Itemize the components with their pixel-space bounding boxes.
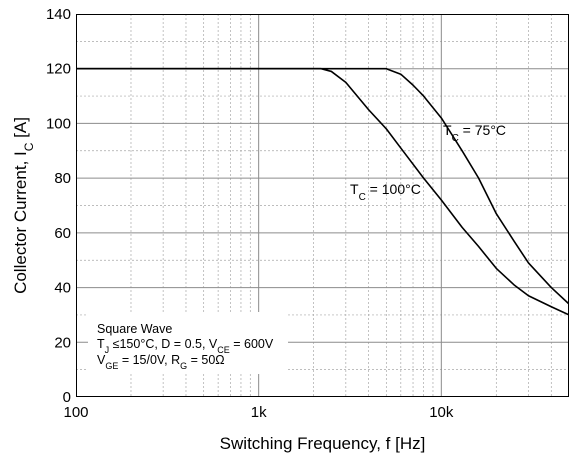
annotation-background xyxy=(88,312,288,374)
x-tick-label: 10k xyxy=(429,404,454,421)
y-tick-label: 40 xyxy=(54,280,71,297)
series-layer xyxy=(76,67,569,316)
series-label-tc-100c: TC = 100°C xyxy=(350,181,421,203)
series-line-tc-75c xyxy=(76,67,569,305)
y-tick-label: 100 xyxy=(46,115,71,132)
series-label-tc-75c: TC = 75°C xyxy=(443,122,506,144)
x-tick-label: 100 xyxy=(63,404,88,421)
y-tick-label: 80 xyxy=(54,170,71,187)
curve-labels: TC = 75°C TC = 100°C xyxy=(350,122,506,203)
annotation-line-3: VGE = 15/0V, RG = 50Ω xyxy=(97,353,225,371)
x-tick-label: 1k xyxy=(251,404,267,421)
tick-labels: 0 20 40 60 80 100 120 140 100 1k 10k xyxy=(46,6,454,421)
y-tick-label: 20 xyxy=(54,334,71,351)
y-axis-title: Collector Current, IC [A] xyxy=(11,117,36,294)
annotation-line-1: Square Wave xyxy=(97,322,172,336)
x-axis-title: Switching Frequency, f [Hz] xyxy=(220,434,426,453)
y-tick-label: 60 xyxy=(54,225,71,242)
series-line-tc-100c xyxy=(76,67,569,316)
y-tick-label: 120 xyxy=(46,61,71,78)
y-tick-label: 0 xyxy=(63,389,71,406)
annotation-line-2: TJ ≤150°C, D = 0.5, VCE = 600V xyxy=(97,337,274,355)
y-tick-label: 140 xyxy=(46,6,71,23)
